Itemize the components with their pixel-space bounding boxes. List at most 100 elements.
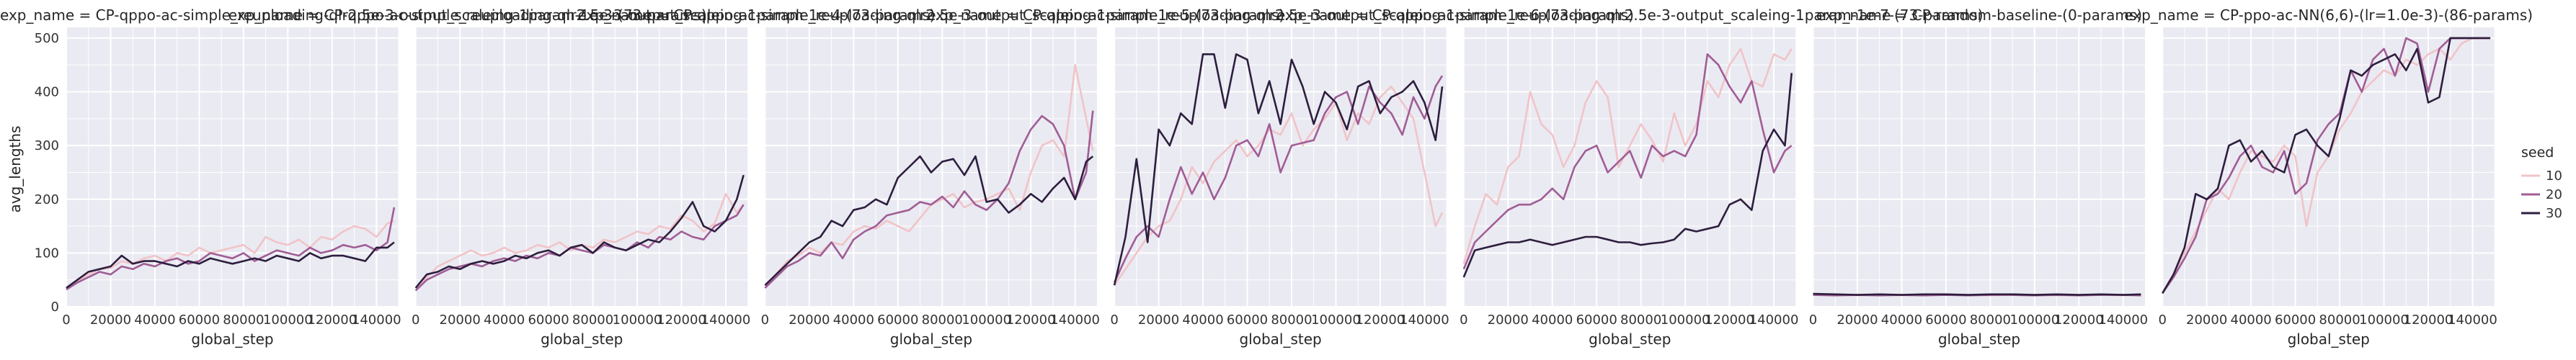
x-tick-label: 0 (761, 312, 769, 328)
x-tick-label: 20000 (789, 312, 830, 328)
facet-title: exp_name = CP-ppo-ac-NN(6,6)-(lr=1.0e-3)… (2124, 6, 2533, 24)
x-axis-label: global_step (2288, 330, 2370, 348)
legend-label-seed-30: 30 (2546, 206, 2562, 221)
facet-panel: 0 20000 40000 60000 80000100000120000140000g… (2124, 6, 2533, 348)
x-tick-label: 40000 (134, 312, 175, 328)
x-axis-label: global_step (191, 330, 273, 348)
y-axis-label: avg_lengths (6, 126, 24, 213)
series-line-seed-10 (1462, 48, 1793, 264)
x-tick-label: 40000 (2231, 312, 2272, 328)
x-tick-label: 80000 (2319, 312, 2360, 328)
x-tick-label: 140000 (352, 312, 401, 328)
x-tick-label: 60000 (1576, 312, 1617, 328)
x-tick-label: 40000 (484, 312, 525, 328)
plot-background (1813, 27, 2146, 307)
x-tick-label: 60000 (528, 312, 569, 328)
x-axis-label: global_step (541, 330, 623, 348)
y-tick-label: 300 (35, 138, 59, 153)
x-tick-label: 140000 (1749, 312, 1799, 328)
series-line-seed-30 (2162, 37, 2491, 294)
x-tick-label: 140000 (2098, 312, 2148, 328)
plot-background (1463, 27, 1796, 307)
y-tick-label: 500 (35, 31, 59, 46)
x-tick-label: 40000 (1881, 312, 1922, 328)
x-axis-label: global_step (1938, 330, 2020, 348)
facet-panel: 0 20000 40000 60000 80000100000120000140000g… (1276, 6, 1984, 348)
plot-background (1114, 27, 1447, 307)
x-tick-label: 0 (2158, 312, 2166, 328)
x-tick-label: 0 (412, 312, 419, 328)
x-tick-label: 120000 (1356, 312, 1405, 328)
x-tick-label: 40000 (1532, 312, 1573, 328)
x-tick-label: 80000 (572, 312, 613, 328)
x-axis-label: global_step (1239, 330, 1321, 348)
x-tick-label: 120000 (307, 312, 357, 328)
y-tick-label: 100 (35, 246, 59, 261)
legend-label-seed-10: 10 (2546, 168, 2562, 184)
series-line-seed-20 (2162, 37, 2491, 294)
series-line-seed-20 (66, 207, 396, 291)
legend-label-seed-20: 20 (2546, 187, 2562, 202)
y-tick-label: 400 (35, 85, 59, 100)
y-tick-label: 0 (51, 300, 59, 315)
series-line-seed-10 (66, 220, 395, 289)
x-tick-label: 40000 (1182, 312, 1223, 328)
x-tick-label: 80000 (1271, 312, 1312, 328)
series-line-seed-20 (1462, 53, 1793, 270)
x-tick-label: 100000 (1311, 312, 1361, 328)
series-line-seed-30 (414, 174, 745, 289)
series-line-seed-30 (764, 155, 1094, 287)
series-line-seed-30 (1462, 73, 1793, 278)
x-tick-label: 80000 (1620, 312, 1661, 328)
x-tick-label: 140000 (2448, 312, 2497, 328)
x-tick-label: 100000 (2009, 312, 2059, 328)
facet-panel: 0 20000 40000 60000 80000100000120000140000g… (578, 6, 1285, 348)
x-tick-label: 100000 (2359, 312, 2409, 328)
facet-title: exp_name = CP-qppo-ac-simple_reuploading… (1276, 6, 1984, 24)
legend-title: seed (2521, 145, 2554, 161)
x-tick-label: 20000 (440, 312, 481, 328)
x-tick-label: 0 (62, 312, 70, 328)
facet-title: exp_name = CP-qppo-ac-simple_reuploading… (578, 6, 1285, 24)
x-tick-label: 120000 (1705, 312, 1754, 328)
x-tick-label: 20000 (1488, 312, 1529, 328)
x-tick-label: 80000 (223, 312, 264, 328)
facet-title: exp_name = CP-qppo-ac-simple_reuploading… (228, 6, 936, 24)
x-tick-label: 20000 (1836, 312, 1878, 328)
x-tick-label: 120000 (1006, 312, 1056, 328)
x-tick-label: 60000 (2275, 312, 2316, 328)
x-tick-label: 20000 (90, 312, 131, 328)
x-axis-label: global_step (890, 330, 972, 348)
series-line-seed-20 (764, 110, 1094, 289)
x-tick-label: 120000 (657, 312, 706, 328)
y-tick-label: 200 (35, 192, 59, 207)
x-tick-label: 100000 (961, 312, 1011, 328)
x-tick-label: 0 (1460, 312, 1467, 328)
x-tick-label: 60000 (179, 312, 220, 328)
facet-panels: 0 20000 40000 60000 800001000001200001400000… (0, 6, 2533, 348)
x-tick-label: 40000 (833, 312, 874, 328)
x-tick-label: 100000 (263, 312, 313, 328)
x-tick-label: 120000 (2404, 312, 2453, 328)
x-tick-label: 80000 (1970, 312, 2011, 328)
series-line-seed-30 (1813, 292, 2141, 296)
facet-title: exp_name = CP-random-baseline-(0-params) (1816, 6, 2142, 24)
facet-title: exp_name = CP-qppo-ac-simple_reuploading… (927, 6, 1634, 24)
facet-panel: 0 20000 40000 60000 80000100000120000140000g… (927, 6, 1634, 348)
x-tick-label: 0 (1809, 312, 1817, 328)
x-tick-label: 80000 (922, 312, 963, 328)
x-tick-label: 120000 (2054, 312, 2104, 328)
x-tick-label: 100000 (1661, 312, 1710, 328)
plot-background (765, 27, 1098, 307)
plot-background (415, 27, 748, 307)
x-tick-label: 60000 (1227, 312, 1268, 328)
facet-panel: 0 20000 40000 60000 80000100000120000140000g… (228, 6, 936, 348)
series-line-seed-30 (66, 241, 395, 289)
x-tick-label: 0 (1110, 312, 1118, 328)
x-tick-label: 60000 (1925, 312, 1966, 328)
series-line-seed-20 (1113, 75, 1444, 283)
x-axis-label: global_step (1589, 330, 1671, 348)
x-tick-label: 140000 (1400, 312, 1449, 328)
